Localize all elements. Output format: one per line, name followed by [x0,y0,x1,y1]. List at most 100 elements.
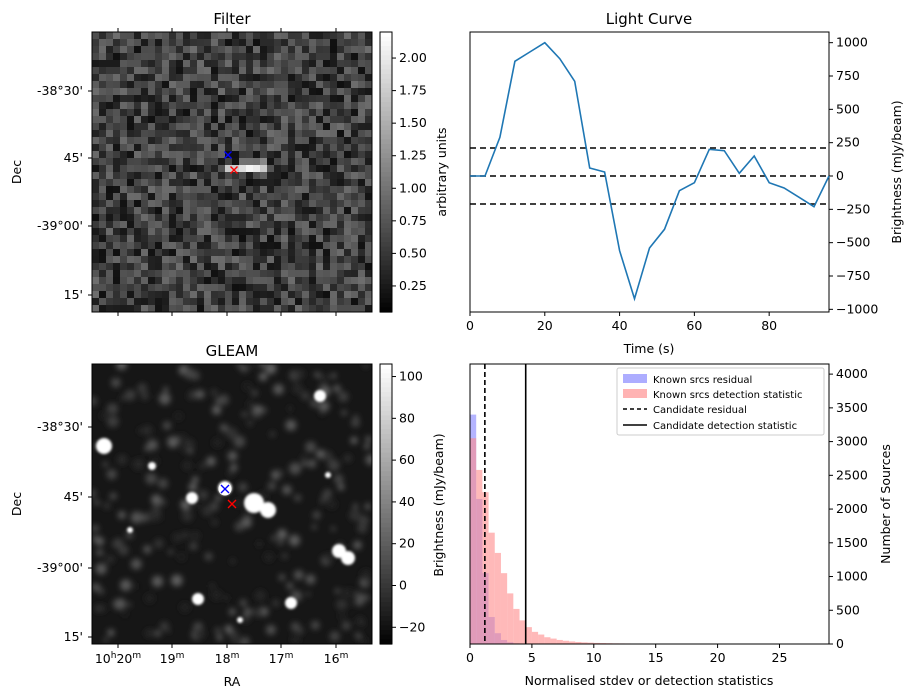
filter-pixel [190,249,198,257]
gleam-noise-blob [126,531,133,539]
filter-pixel [344,46,352,54]
filter-pixel [288,39,296,47]
filter-pixel [127,249,135,257]
filter-pixel [204,88,212,96]
filter-pixel [99,305,107,313]
filter-pixel [337,284,345,292]
filter-pixel [309,39,317,47]
filter-pixel [316,116,324,124]
filter-pixel [190,200,198,208]
filter-pixel [204,116,212,124]
histogram-panel: 0 5 10 15 20 25400035003000250020001500100050… [466,363,893,688]
filter-pixel [344,116,352,124]
filter-colorbar-frame [379,31,393,313]
filter-pixel [288,172,296,180]
gleam-colorbar-tick-label: 100 [399,369,423,384]
filter-pixel [155,165,163,173]
filter-pixel [169,221,177,229]
filter-pixel [99,179,107,187]
filter-pixel [246,263,254,271]
filter-pixel [99,263,107,271]
filter-pixel [127,32,135,40]
filter-pixel [274,186,282,194]
gleam-noise-blob [144,628,154,638]
filter-pixel [134,200,142,208]
filter-pixel [323,74,331,82]
filter-pixel [134,116,142,124]
filter-pixel [330,200,338,208]
filter-pixel [253,256,261,264]
gleam-colorbar-cell [380,574,392,580]
filter-pixel [113,172,121,180]
filter-pixel [232,186,240,194]
filter-pixel [365,249,373,257]
filter-pixel [120,123,128,131]
gleam-noise-blob [227,451,238,461]
filter-pixel [162,193,170,201]
filter-pixel [358,179,366,187]
filter-pixel [134,256,142,264]
filter-pixel [288,235,296,243]
filter-pixel [127,242,135,250]
filter-pixel [302,214,310,222]
filter-pixel [260,186,268,194]
filter-pixel [232,137,240,145]
filter-pixel [288,144,296,152]
filter-pixel [246,60,254,68]
lightcurve-series [470,41,830,302]
filter-pixel [365,179,373,187]
filter-pixel [323,249,331,257]
filter-pixel [323,291,331,299]
gleam-noise-blob [177,433,187,443]
filter-pixel [218,270,226,278]
filter-pixel [365,270,373,278]
gleam-noise-blob [134,584,139,589]
filter-pixel [253,144,261,152]
gleam-noise-blob [168,549,173,555]
filter-pixel [267,256,275,264]
filter-pixel [113,32,121,40]
filter-pixel [253,32,261,40]
filter-pixel [239,298,247,306]
gleam-colorbar-cell [380,480,392,486]
filter-pixel [176,60,184,68]
filter-colorbar-tick-label: 0.50 [399,245,427,260]
filter-pixel [162,305,170,313]
filter-pixel [127,67,135,75]
filter-pixel [281,186,289,194]
filter-pixel [162,235,170,243]
gleam-xtick-label: 19m [160,651,185,666]
filter-pixel [358,109,366,117]
filter-pixel [127,207,135,215]
filter-pixel [176,116,184,124]
filter-pixel [274,165,282,173]
filter-pixel [155,95,163,103]
filter-pixel [218,116,226,124]
filter-pixel [323,165,331,173]
gleam-noise-blob [215,494,222,501]
filter-pixel [260,39,268,47]
filter-pixel [239,74,247,82]
legend-label-candidate-detection: Candidate detection statistic [653,421,797,432]
filter-pixel [302,88,310,96]
filter-pixel [358,130,366,138]
filter-pixel [92,263,100,271]
filter-pixel [274,74,282,82]
filter-pixel [225,144,233,152]
gleam-colorbar-cell [380,513,392,519]
filter-pixel [323,214,331,222]
filter-pixel [358,151,366,159]
gleam-colorbar-cell [380,522,392,528]
filter-pixel [92,123,100,131]
filter-pixel [260,95,268,103]
filter-pixel [323,242,331,250]
filter-pixel [316,200,324,208]
filter-pixel [141,95,149,103]
filter-pixel [148,305,156,313]
filter-pixel [260,179,268,187]
filter-pixel [246,39,254,47]
filter-pixel [218,214,226,222]
filter-pixel [225,74,233,82]
filter-pixel [330,172,338,180]
filter-pixel [288,193,296,201]
